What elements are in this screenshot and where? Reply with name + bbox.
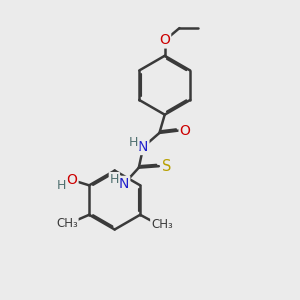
Text: CH₃: CH₃ [56, 217, 78, 230]
Text: CH₃: CH₃ [151, 218, 173, 231]
Text: O: O [159, 34, 170, 47]
Text: N: N [138, 140, 148, 154]
Text: O: O [67, 173, 77, 187]
Text: N: N [119, 177, 129, 191]
Text: H: H [129, 136, 139, 149]
Text: S: S [162, 159, 172, 174]
Text: H: H [110, 173, 119, 186]
Text: H: H [57, 179, 67, 192]
Text: O: O [180, 124, 190, 138]
